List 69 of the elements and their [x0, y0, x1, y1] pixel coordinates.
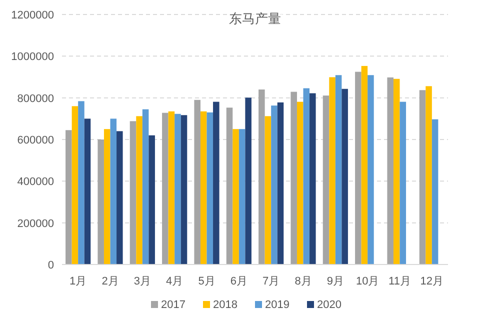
x-tick-label: 7月: [262, 276, 280, 288]
bar: [206, 112, 214, 264]
bar: [322, 96, 330, 264]
x-tick-label: 6月: [230, 276, 248, 288]
bar: [335, 75, 342, 264]
legend-label: 2020: [317, 299, 342, 311]
bar: [174, 114, 181, 264]
bar: [296, 102, 304, 264]
bar: [148, 135, 155, 264]
legend-label: 2019: [265, 299, 290, 311]
bar: [136, 116, 142, 264]
bar: [387, 77, 394, 264]
bar: [258, 90, 265, 264]
x-tick-label: 12月: [420, 276, 444, 288]
bar: [194, 100, 200, 264]
bar: [66, 130, 72, 264]
y-tick-label: 1000000: [11, 51, 54, 64]
bar: [130, 121, 136, 264]
bar: [162, 112, 168, 264]
x-tick-label: 8月: [294, 276, 312, 288]
y-tick-label: 0: [48, 260, 54, 272]
x-tick-label: 10月: [356, 276, 380, 288]
bar: [213, 102, 220, 264]
bar: [104, 129, 110, 264]
x-tick-label: 5月: [198, 276, 216, 288]
bar: [142, 109, 149, 264]
bar: [116, 131, 123, 264]
bar: [180, 115, 188, 264]
bar: [329, 77, 336, 264]
bar: [290, 92, 297, 264]
bar: [110, 118, 117, 264]
bar: [426, 86, 432, 264]
y-tick-label: 600000: [17, 134, 54, 146]
bar: [393, 78, 400, 264]
x-tick-label: 11月: [388, 276, 411, 288]
x-tick-label: 1月: [70, 276, 87, 288]
bar: [245, 98, 252, 264]
x-tick-label: 4月: [166, 276, 184, 288]
bar: [232, 129, 239, 264]
x-tick-label: 3月: [134, 276, 151, 288]
y-tick-label: 1200000: [11, 10, 54, 22]
bar: [72, 106, 78, 264]
chart-title: 东马产量: [229, 11, 281, 26]
bar: [200, 111, 207, 264]
legend-label: 2018: [213, 299, 238, 311]
bar: [238, 129, 246, 264]
bar: [98, 140, 104, 264]
y-tick-label: 200000: [17, 218, 54, 230]
bar: [419, 90, 426, 264]
bar: [84, 118, 91, 264]
bar: [264, 116, 272, 264]
y-tick-label: 800000: [17, 92, 54, 105]
bar: [355, 72, 362, 264]
bar: [368, 75, 374, 264]
bar: [226, 108, 233, 264]
bar: [78, 101, 84, 264]
bar: [432, 119, 438, 264]
bar: [361, 66, 368, 264]
bar: [303, 88, 310, 264]
legend-label: 2017: [161, 299, 186, 311]
bar: [271, 106, 278, 264]
bar: [342, 88, 348, 264]
y-tick-label: 400000: [17, 176, 54, 188]
bar: [277, 102, 284, 264]
x-tick-label: 2月: [102, 276, 119, 288]
bar: [400, 102, 406, 264]
x-tick-label: 9月: [326, 276, 344, 288]
bar: [168, 111, 175, 264]
bar: [310, 93, 316, 264]
